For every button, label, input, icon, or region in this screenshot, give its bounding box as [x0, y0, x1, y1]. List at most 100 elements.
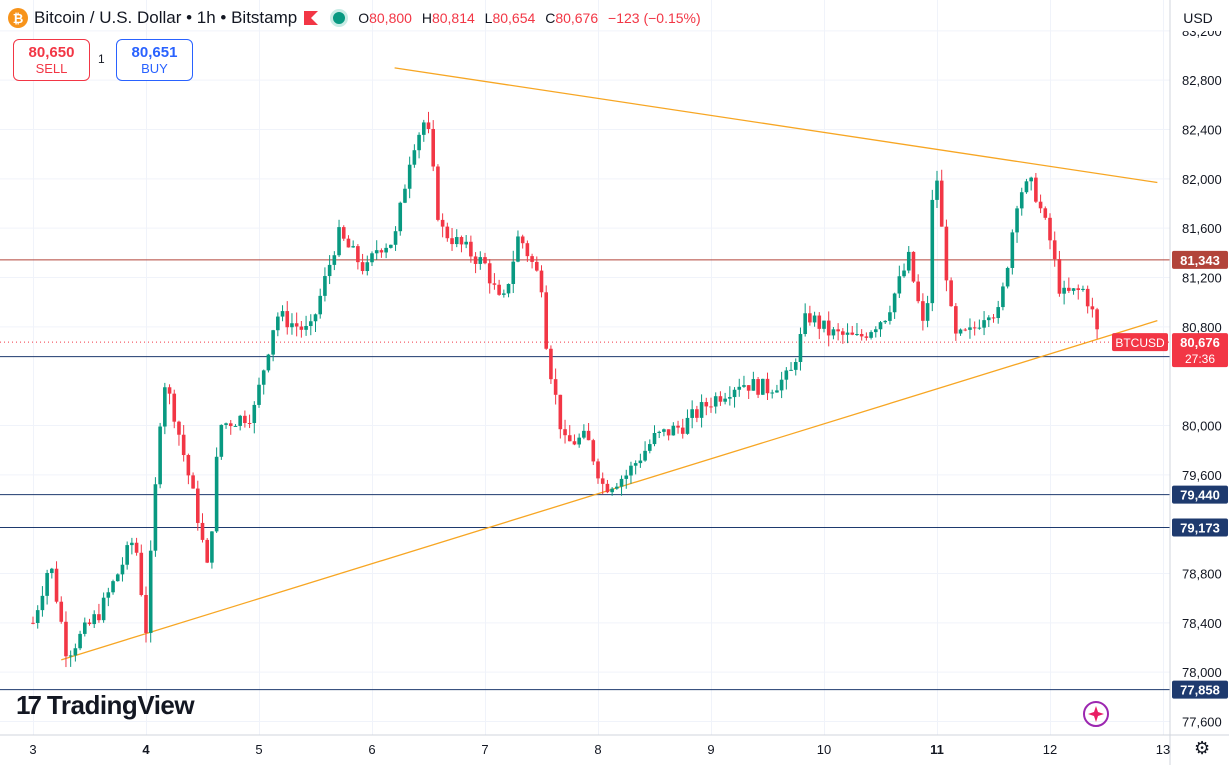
candle-body [624, 475, 629, 479]
candle-body [676, 425, 680, 428]
x-tick-label: 8 [594, 742, 601, 757]
candle-body [779, 379, 784, 391]
candle-body [619, 478, 624, 487]
candle-body [1048, 217, 1052, 241]
candle-body [276, 316, 280, 331]
candle-body [327, 264, 332, 277]
currency-selector[interactable]: USD [1171, 5, 1225, 31]
candle-body [902, 270, 906, 277]
candle-body [878, 322, 883, 330]
candlestick-series [31, 111, 1099, 668]
candle-body [450, 238, 454, 245]
last-price-label-bg [1172, 333, 1228, 368]
candle-body [497, 284, 501, 295]
candle-body [1038, 201, 1043, 209]
brand-name: TradingView [46, 690, 195, 720]
candle-body [1081, 288, 1085, 290]
sell-button[interactable]: 80,650 SELL [13, 39, 90, 81]
horizontal-levels [0, 259, 1170, 691]
settings-gear-icon[interactable]: ⚙ [1194, 738, 1211, 758]
buy-button[interactable]: 80,651 BUY [116, 39, 193, 81]
candle-body [582, 430, 586, 438]
x-tick-label: 6 [368, 742, 375, 757]
candle-body [803, 313, 807, 335]
candle-body [243, 415, 247, 424]
candle-body [633, 463, 638, 466]
candle-body [1052, 240, 1057, 260]
candle-body [577, 437, 581, 445]
sell-price: 80,650 [28, 44, 75, 61]
candle-body [567, 435, 572, 442]
candle-body [163, 387, 167, 427]
level-label-bg [1172, 485, 1228, 504]
candle-body [313, 314, 318, 322]
time-axis-bg [0, 735, 1229, 765]
candle-body [73, 648, 78, 656]
candle-body [986, 317, 991, 321]
candle-body [539, 270, 544, 293]
tradingview-mark-icon: 17 [16, 690, 42, 720]
candle-body [360, 262, 365, 272]
candle-body [760, 378, 765, 395]
candle-body [393, 231, 398, 245]
symbol-tag-bg [1112, 333, 1168, 352]
candle-body [459, 237, 464, 245]
candle-body [101, 597, 106, 621]
candle-body [972, 327, 977, 329]
candle-body [935, 180, 939, 200]
candle-body [115, 574, 120, 582]
price-change: −123 (−0.15%) [608, 10, 701, 26]
candle-body [64, 621, 68, 657]
candle-body [605, 483, 610, 493]
candle-body [770, 392, 775, 394]
candle-body [186, 455, 191, 476]
y-tick-label: 82,800 [1182, 73, 1222, 88]
candle-body [148, 550, 153, 633]
candle-body [487, 263, 492, 284]
candle-body [214, 456, 219, 532]
candle-body [765, 378, 770, 394]
candle-body [224, 423, 228, 425]
candle-body [266, 354, 271, 371]
candle-body [285, 311, 290, 328]
candle-body [746, 385, 751, 391]
candle-body [308, 321, 313, 326]
candle-body [445, 226, 450, 239]
candle-body [864, 336, 869, 338]
candle-body [549, 348, 553, 380]
candle-body [506, 283, 511, 294]
x-tick-label: 13 [1156, 742, 1170, 757]
candle-body [699, 402, 704, 418]
candle-body [873, 329, 878, 333]
symbol-title[interactable]: Bitcoin / U.S. Dollar • 1h • Bitstamp [34, 8, 298, 27]
candle-body [68, 655, 73, 657]
candle-body [793, 361, 798, 370]
sparkle-icon[interactable] [1082, 700, 1110, 728]
candle-body [398, 202, 403, 232]
x-tick-label: 10 [817, 742, 831, 757]
candle-body [205, 539, 210, 563]
candle-body [318, 295, 323, 315]
candle-body [916, 281, 920, 302]
candle-body [897, 276, 902, 294]
candle-body [652, 432, 657, 445]
candle-body [1057, 259, 1062, 294]
level-label: 81,343 [1180, 253, 1220, 268]
y-tick-label: 80,800 [1182, 320, 1222, 335]
candle-body [845, 332, 850, 335]
candle-body [1071, 288, 1076, 291]
candle-body [812, 315, 817, 323]
candle-body [1005, 267, 1010, 287]
candle-body [958, 329, 963, 334]
candle-body [431, 128, 436, 167]
candle-body [421, 122, 426, 135]
trendline [394, 67, 1158, 184]
candle-body [134, 542, 139, 553]
candle-body [615, 486, 619, 489]
candle-body [351, 246, 355, 248]
candle-body [111, 581, 115, 593]
candle-body [261, 370, 266, 385]
flag-icon[interactable] [304, 11, 319, 25]
